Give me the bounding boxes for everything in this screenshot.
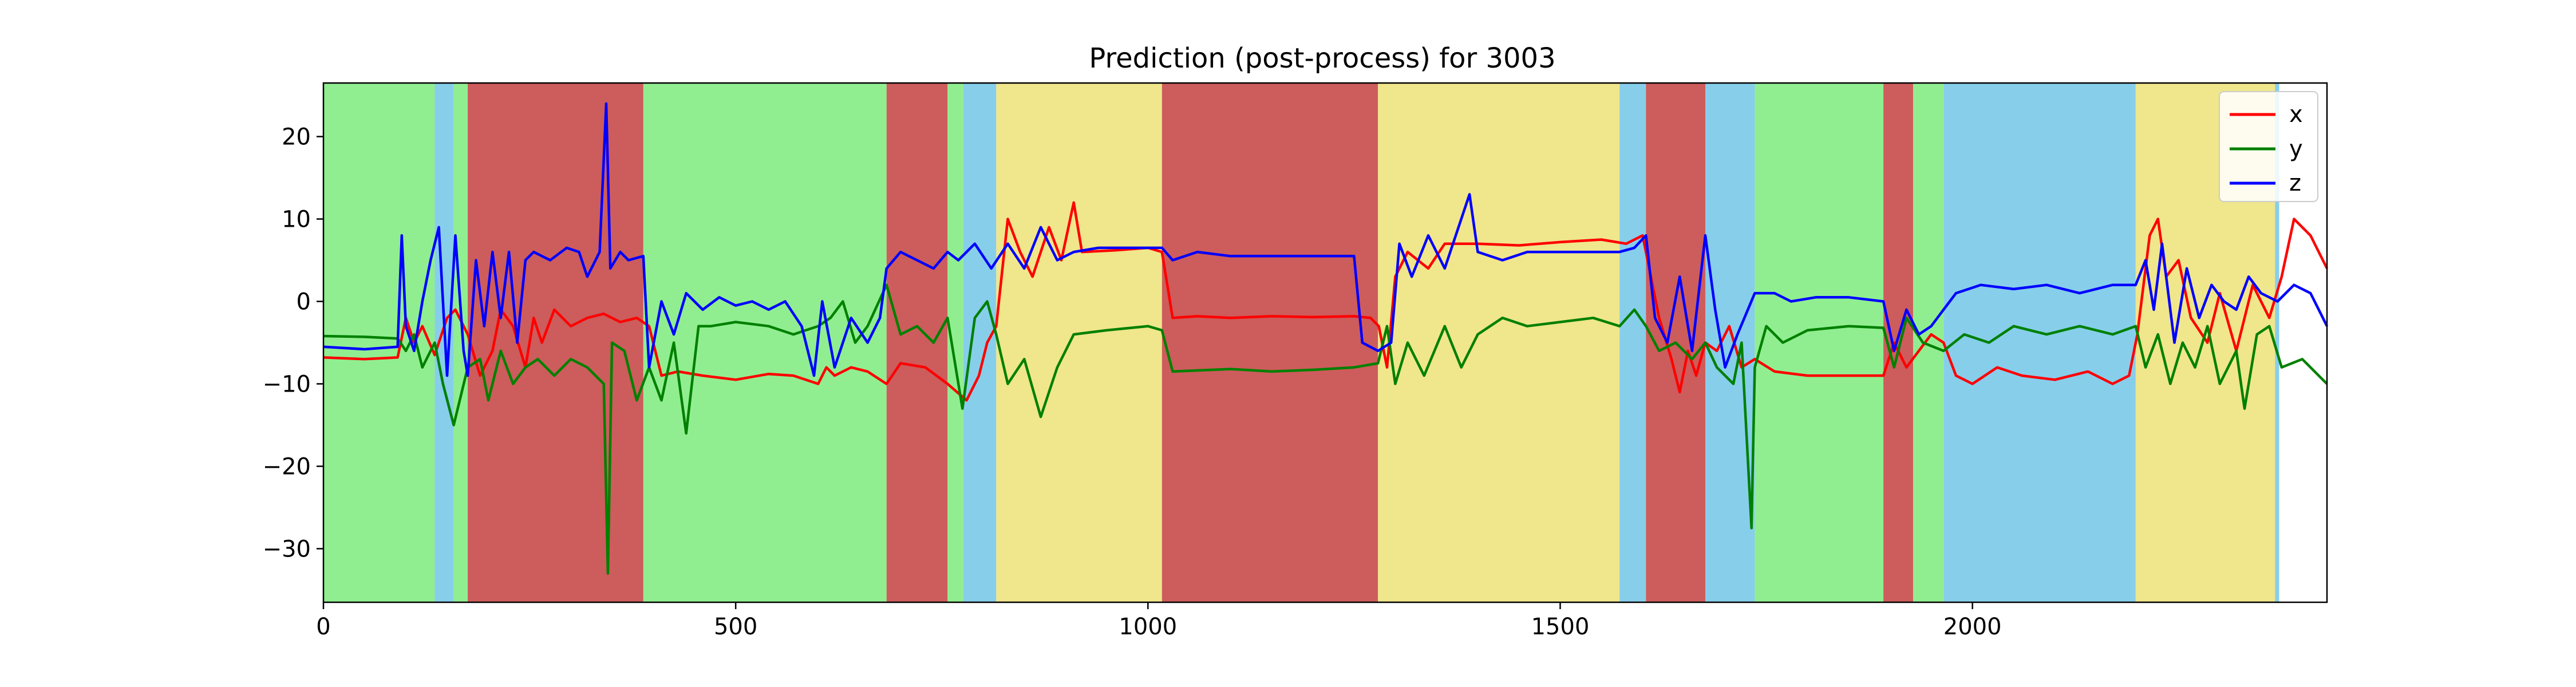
background-segment-14 (1755, 83, 1884, 602)
y-tick-label: 20 (282, 124, 311, 151)
x-tick-label: 1500 (1531, 614, 1590, 640)
x-axis: 0 500 1000 1500 2000 (316, 602, 2002, 640)
x-tick-label: 2000 (1943, 614, 2002, 640)
y-axis: 20 10 0 −10 −20 −30 (263, 124, 323, 562)
legend: xyz (2219, 91, 2318, 202)
y-tick-label: 0 (297, 289, 311, 315)
y-tick-label: 10 (282, 207, 311, 233)
background-segment-5 (886, 83, 948, 602)
background-segment-17 (1943, 83, 2136, 602)
x-tick-label: 500 (714, 614, 757, 640)
background-segment-9 (1161, 83, 1378, 602)
legend-label-x: x (2289, 101, 2303, 128)
background-segment-13 (1705, 83, 1755, 602)
background-segment-6 (947, 83, 963, 602)
series-line-z (323, 102, 2329, 377)
background-segments (323, 83, 2279, 602)
series-line-y (323, 283, 2328, 575)
background-segment-8 (996, 83, 1162, 602)
plot-frame (322, 82, 2328, 603)
background-segment-11 (1619, 83, 1646, 602)
y-tick-label: −10 (263, 371, 311, 397)
background-segment-2 (453, 83, 468, 602)
x-tick-label: 1000 (1119, 614, 1177, 640)
series-line-x (323, 201, 2329, 402)
background-segment-0 (323, 83, 435, 602)
legend-box (2219, 91, 2318, 202)
series-layer (323, 102, 2329, 575)
background-segment-4 (643, 83, 887, 602)
background-segment-10 (1378, 83, 1620, 602)
background-segment-7 (963, 83, 997, 602)
chart-title: Prediction (post-process) for 3003 (1089, 42, 1555, 74)
y-tick-label: −30 (263, 536, 311, 562)
x-tick-label: 0 (316, 614, 330, 640)
legend-label-y: y (2289, 136, 2303, 162)
legend-label-z: z (2289, 170, 2301, 196)
plot-area (322, 82, 2329, 603)
background-segment-19 (2275, 83, 2279, 602)
background-segment-16 (1913, 83, 1944, 602)
y-tick-label: −20 (263, 453, 311, 480)
